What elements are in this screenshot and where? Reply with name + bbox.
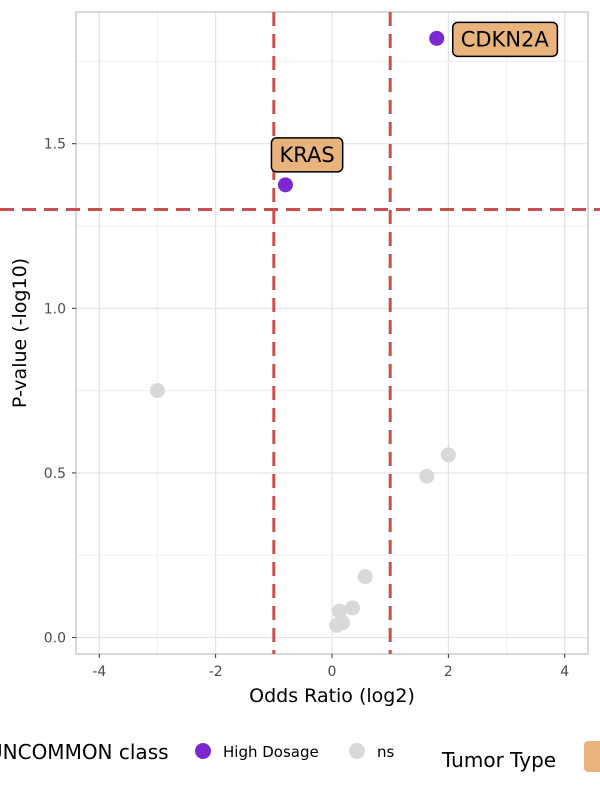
gene-labels: CDKN2A KRAS (270, 21, 559, 173)
legend: UNCOMMON class High Dosage ns Tumor Type (0, 740, 600, 772)
legend-class-title: UNCOMMON class (0, 740, 169, 764)
legend-tumor-key (584, 741, 600, 772)
x-axis-title: Odds Ratio (log2) (249, 685, 415, 707)
y-tick-label: 0.5 (44, 466, 66, 482)
threshold-lines (0, 12, 600, 654)
point-ns (329, 617, 345, 633)
legend-item-high-dosage: High Dosage (223, 743, 319, 761)
point-high-dosage (277, 177, 293, 193)
point-ns (149, 383, 165, 399)
y-tick-label: 0.0 (44, 631, 66, 647)
legend-key-high-dosage (195, 743, 211, 759)
y-axis-title: P-value (-log10) (9, 258, 31, 408)
point-ns (419, 468, 435, 484)
gene-label-kras: KRAS (270, 137, 344, 173)
gene-label-text: CDKN2A (461, 27, 550, 51)
point-ns (357, 569, 373, 585)
point-ns (332, 603, 348, 619)
legend-tumor-title: Tumor Type (441, 748, 556, 772)
x-tick-label: 4 (560, 664, 569, 680)
points-layer (149, 30, 456, 633)
point-ns (344, 600, 360, 616)
gene-label-cdkn2a: CDKN2A (451, 21, 559, 58)
x-tick-label: 0 (328, 664, 337, 680)
y-axis-ticks: 0.0 0.5 1.0 1.5 (44, 137, 76, 647)
x-tick-label: -4 (92, 664, 106, 680)
legend-item-ns: ns (377, 743, 395, 761)
y-tick-label: 1.0 (44, 301, 66, 317)
x-tick-label: 2 (444, 664, 453, 680)
x-tick-label: -2 (209, 664, 223, 680)
gene-label-text: KRAS (279, 143, 334, 167)
x-axis-ticks: -4 -2 0 2 4 (92, 654, 569, 680)
gene-label-box (451, 21, 559, 58)
point-ns (440, 447, 456, 463)
gene-label-box (270, 137, 344, 173)
y-tick-label: 1.5 (44, 137, 66, 153)
point-high-dosage (429, 30, 445, 46)
legend-key-ns (349, 743, 365, 759)
